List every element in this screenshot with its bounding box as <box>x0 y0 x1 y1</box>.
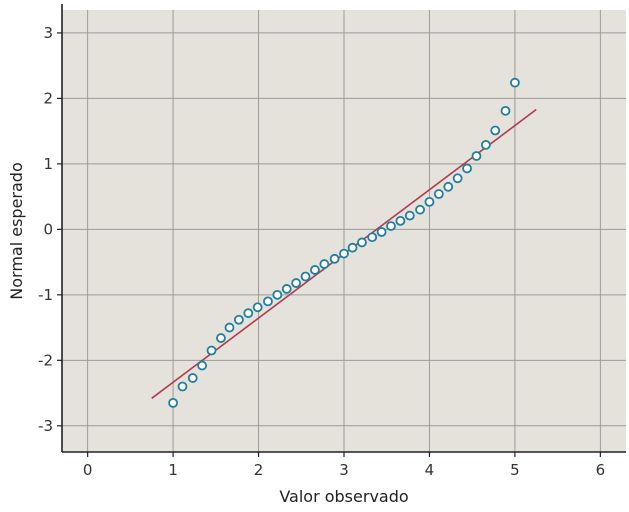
data-point <box>216 333 226 343</box>
data-point <box>272 289 283 300</box>
x-tick-label: 6 <box>596 461 606 479</box>
data-point <box>367 232 378 243</box>
data-point <box>462 163 472 174</box>
y-tick-label: 3 <box>43 24 53 42</box>
y-tick-label: 2 <box>43 89 53 107</box>
y-axis-title: Normal esperado <box>7 162 26 299</box>
y-axis-ticks: -3 -2 -1 0 1 2 3 <box>38 24 62 435</box>
data-point <box>452 173 463 184</box>
data-point <box>415 204 425 215</box>
data-point <box>233 314 244 325</box>
data-point <box>386 221 396 231</box>
data-point <box>168 397 178 408</box>
data-point <box>291 278 302 288</box>
data-point <box>433 189 444 199</box>
data-point <box>197 360 208 371</box>
data-point <box>177 381 188 392</box>
x-tick-label: 3 <box>339 461 349 479</box>
x-tick-label: 2 <box>254 461 264 479</box>
y-tick-label: -1 <box>38 286 53 304</box>
x-axis-ticks: 0 1 2 3 4 5 6 <box>83 452 605 479</box>
x-tick-label: 5 <box>510 461 520 479</box>
data-point <box>510 77 520 88</box>
data-point <box>310 265 320 275</box>
data-point <box>347 242 358 253</box>
data-point <box>443 181 454 192</box>
data-point <box>357 237 367 248</box>
data-point <box>500 105 511 116</box>
data-point <box>329 253 340 264</box>
data-point <box>206 345 217 356</box>
x-axis-title: Valor observado <box>279 487 408 506</box>
data-point <box>471 151 482 161</box>
data-point <box>224 322 235 333</box>
data-point <box>319 259 330 269</box>
data-point <box>395 215 406 226</box>
data-point <box>263 296 273 307</box>
data-point <box>424 196 435 207</box>
data-point <box>480 139 491 150</box>
data-point <box>404 210 415 221</box>
y-tick-label: -3 <box>38 417 53 435</box>
data-points <box>168 77 520 408</box>
data-point <box>187 373 198 383</box>
y-tick-label: -2 <box>38 351 53 369</box>
data-point <box>243 308 254 319</box>
data-point <box>252 302 263 313</box>
data-point <box>300 271 311 282</box>
data-point <box>281 284 292 294</box>
x-tick-label: 4 <box>425 461 435 479</box>
x-tick-label: 1 <box>168 461 178 479</box>
grid-lines <box>62 10 626 452</box>
data-point <box>376 227 387 237</box>
x-tick-label: 0 <box>83 461 93 479</box>
y-tick-label: 1 <box>43 155 53 173</box>
y-tick-label: 0 <box>43 220 53 238</box>
data-point <box>490 125 501 136</box>
data-point <box>339 248 349 259</box>
